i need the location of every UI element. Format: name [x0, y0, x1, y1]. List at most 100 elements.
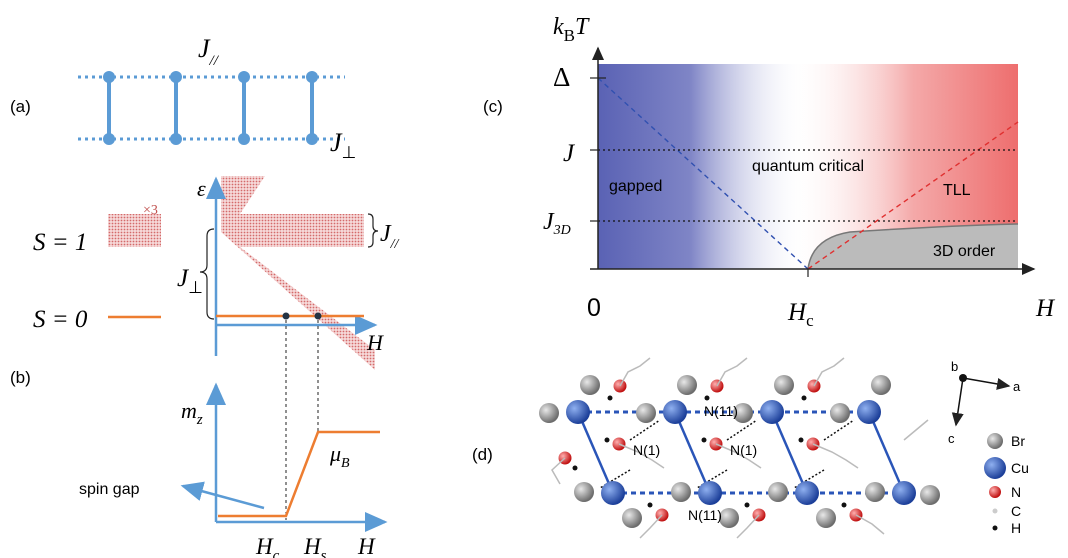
energy-diagram: S = 1 ×3 S = 0 ε H J⊥ J//	[33, 176, 400, 520]
j3d-label: J3D	[543, 209, 571, 238]
panel-label-b: (b)	[10, 368, 31, 387]
ladder-site	[306, 71, 318, 83]
triplet-multiplicity: ×3	[143, 203, 158, 218]
magnetization-plot: mz μB spin gap Hc Hs H	[79, 382, 388, 558]
cu-atom	[892, 481, 916, 505]
cu-atom	[698, 481, 722, 505]
mu-b-label: μB	[329, 441, 350, 471]
h-atom	[572, 465, 578, 471]
br-atom	[719, 508, 739, 528]
delta-label: Δ	[553, 62, 570, 92]
br-atom	[677, 375, 697, 395]
carbon-chain	[736, 514, 760, 539]
legend-cu-swatch	[984, 457, 1006, 479]
n11-top-label: N(11)	[704, 403, 738, 419]
axis-b-label: b	[951, 359, 958, 374]
hc-label: Hc	[255, 534, 280, 558]
triplet-level	[108, 214, 161, 247]
tll-crossover-line	[807, 121, 1019, 270]
legend-br-swatch	[987, 433, 1003, 449]
j-perp-brace	[199, 228, 215, 320]
legend-c-label: C	[1011, 503, 1021, 519]
hs-crossing-point	[314, 312, 322, 320]
zero-label: 0	[587, 294, 601, 322]
h-atom	[798, 437, 804, 443]
ladder-diagram: J// J⊥	[78, 34, 356, 162]
carbon-chain	[855, 514, 885, 535]
br-atom	[871, 375, 891, 395]
carbon-chain	[639, 514, 663, 539]
ladder-site	[306, 133, 318, 145]
legend-n-swatch	[989, 486, 1001, 498]
carbon-chain	[619, 357, 651, 387]
n11-bottom-label: N(11)	[688, 507, 722, 523]
legend-h-label: H	[1011, 520, 1021, 536]
cu-bond	[576, 411, 615, 494]
s1-label: S = 1	[33, 229, 87, 256]
gap-closing-line	[597, 77, 809, 270]
atom-legend: Br Cu N C H	[984, 433, 1029, 536]
h-atom	[701, 437, 707, 443]
axis-c-arrow	[951, 377, 964, 427]
hs-label: Hs	[303, 534, 327, 558]
n1-label-b: N(1)	[730, 442, 757, 458]
j-parallel-label: J//	[198, 34, 220, 69]
legend-br-label: Br	[1011, 433, 1025, 449]
cu-bond	[867, 411, 906, 494]
field-axis-label: H	[366, 330, 384, 355]
h-label: H	[357, 534, 376, 558]
hc-axis-label: Hc	[787, 299, 814, 330]
hydrogen-bond	[629, 419, 661, 441]
carbon-chain	[715, 443, 762, 469]
ladder-site	[103, 133, 115, 145]
magnetization-curve	[218, 430, 380, 518]
panel-label-d: (d)	[472, 445, 493, 464]
br-atom	[574, 482, 594, 502]
triplet-band	[221, 176, 375, 370]
h-atom	[607, 395, 613, 401]
br-atom	[830, 403, 850, 423]
axis-b-dot	[959, 374, 967, 382]
h-axis-label: H	[1035, 295, 1056, 322]
cu-bond	[673, 411, 712, 494]
gapped-label: gapped	[609, 178, 662, 195]
order-label: 3D order	[933, 243, 996, 260]
mz-axis-label: mz	[181, 398, 203, 428]
legend-c-swatch	[992, 508, 998, 514]
axis-c-label: c	[948, 431, 955, 446]
br-atom	[539, 403, 559, 423]
cu-atom	[566, 400, 590, 424]
h-atom	[841, 502, 847, 508]
cu-atom	[663, 400, 687, 424]
temperature-axis-label: kBT	[553, 14, 590, 45]
carbon-chain	[618, 443, 665, 469]
cu-bond	[770, 411, 809, 494]
legend-h-swatch	[992, 525, 998, 531]
ladder-site	[170, 71, 182, 83]
ladder-site	[170, 133, 182, 145]
brace-j-perp-label: J⊥	[177, 265, 203, 297]
br-atom	[816, 508, 836, 528]
hydrogen-bond	[823, 419, 855, 441]
carbon-chain	[813, 357, 845, 387]
h-atom	[704, 395, 710, 401]
h-atom	[744, 502, 750, 508]
legend-n-label: N	[1011, 484, 1021, 500]
ordered-region	[808, 224, 1018, 269]
br-atom	[774, 375, 794, 395]
energy-axis-label: ε	[197, 176, 206, 201]
ladder-site	[238, 71, 250, 83]
hc-crossing-point	[282, 312, 290, 320]
ladder-site	[103, 71, 115, 83]
br-atom	[733, 403, 753, 423]
axis-a-arrow	[962, 377, 1011, 390]
br-atom	[580, 375, 600, 395]
panel-label-a: (a)	[10, 97, 31, 116]
h-atom	[801, 395, 807, 401]
br-atom	[865, 482, 885, 502]
crystal-structure: N(11) N(1) N(1) N(11) b a c Br Cu N C H	[539, 357, 1029, 539]
crystal-axes: b a c	[948, 359, 1021, 446]
h-atom	[604, 437, 610, 443]
ladder-site	[238, 133, 250, 145]
